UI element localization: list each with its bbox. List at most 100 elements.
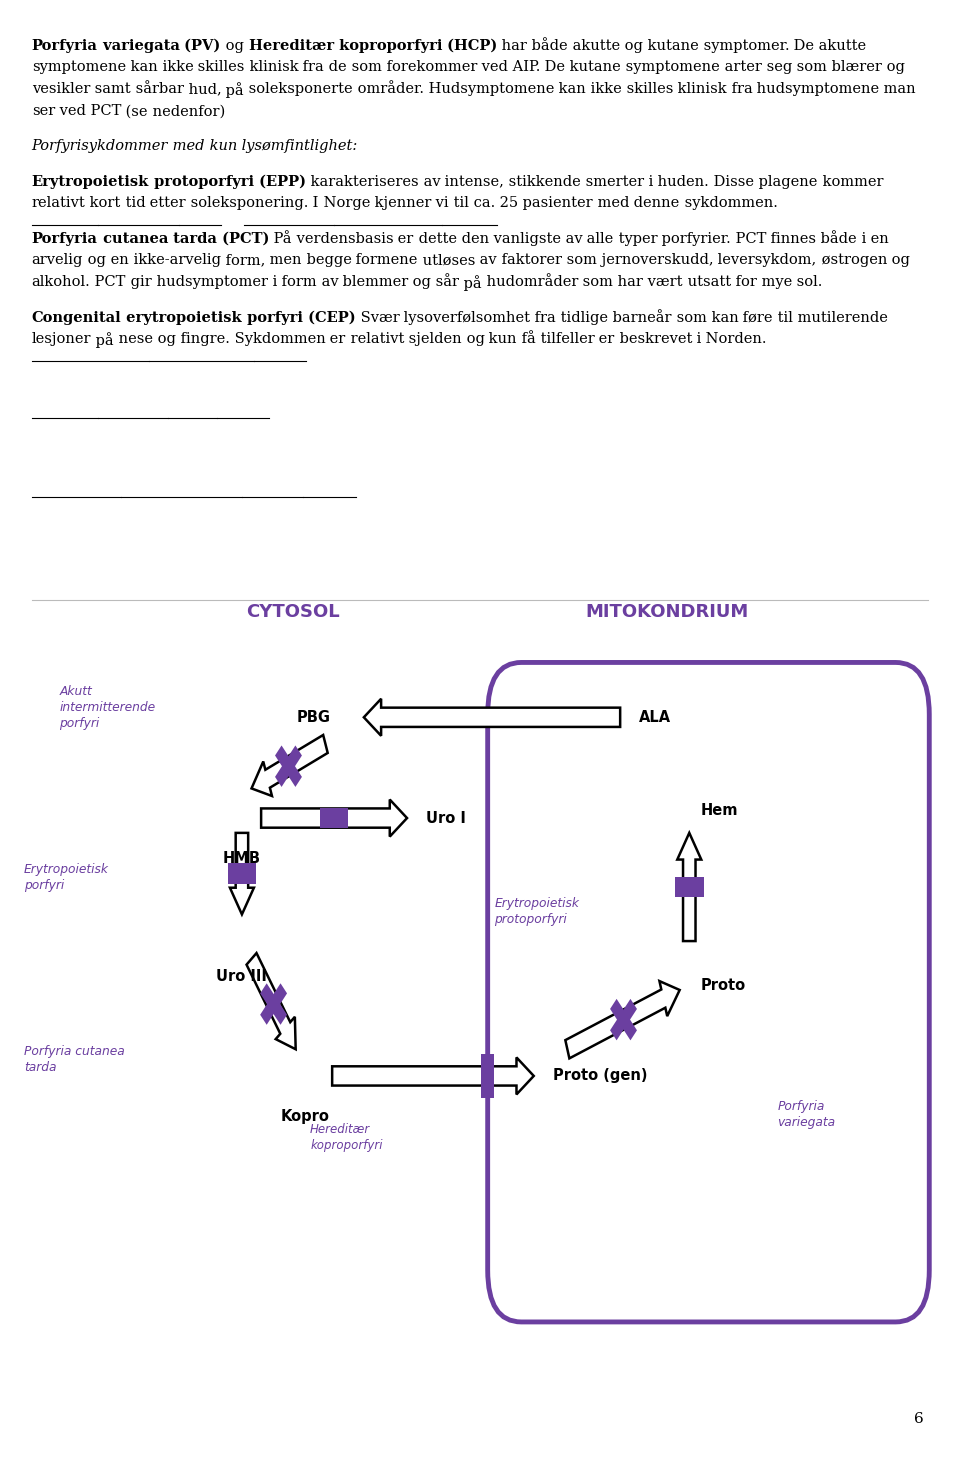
Text: ser: ser <box>32 104 55 119</box>
Polygon shape <box>247 953 296 1049</box>
Text: den: den <box>457 231 489 246</box>
Text: De: De <box>540 61 565 74</box>
Text: Congenital: Congenital <box>32 311 121 325</box>
Text: kan: kan <box>126 61 157 74</box>
Text: variegata: variegata <box>98 39 180 52</box>
Text: Uro I: Uro I <box>426 811 467 825</box>
Text: Hudsymptomene: Hudsymptomene <box>423 83 554 96</box>
Text: formene: formene <box>351 253 418 267</box>
Text: og: og <box>462 332 485 347</box>
Text: PCT: PCT <box>731 231 766 246</box>
Text: kjenner: kjenner <box>370 197 431 210</box>
Text: intense,: intense, <box>441 175 504 188</box>
Text: en: en <box>106 253 129 267</box>
Text: Hem: Hem <box>701 803 738 818</box>
FancyBboxPatch shape <box>275 745 302 787</box>
Text: Porfyria
variegata: Porfyria variegata <box>778 1100 836 1129</box>
Text: Uro III: Uro III <box>217 969 267 984</box>
Text: relativt: relativt <box>346 332 404 347</box>
Text: har: har <box>613 276 643 289</box>
Text: protoporfyri: protoporfyri <box>149 175 254 188</box>
FancyBboxPatch shape <box>260 983 287 1026</box>
Text: ca.: ca. <box>468 197 495 210</box>
Text: er: er <box>594 332 614 347</box>
Text: i: i <box>644 175 654 188</box>
Text: tarda: tarda <box>168 231 217 246</box>
Text: hudsymptomene: hudsymptomene <box>753 83 879 96</box>
Polygon shape <box>678 833 701 941</box>
Text: form,: form, <box>221 253 265 267</box>
Text: 25: 25 <box>495 197 518 210</box>
Text: pasienter: pasienter <box>518 197 593 210</box>
FancyBboxPatch shape <box>488 662 929 1322</box>
Text: MITOKONDRIUM: MITOKONDRIUM <box>586 603 749 621</box>
Text: ALA: ALA <box>639 710 671 725</box>
Text: karakteriseres: karakteriseres <box>306 175 419 188</box>
Text: både: både <box>527 39 568 52</box>
Text: forekommer: forekommer <box>381 61 477 74</box>
Text: koproporfyri: koproporfyri <box>334 39 443 52</box>
Text: sol.: sol. <box>792 276 822 289</box>
FancyBboxPatch shape <box>610 999 637 1040</box>
Text: denne: denne <box>630 197 680 210</box>
Text: vi: vi <box>431 197 449 210</box>
Text: både: både <box>816 231 857 246</box>
Text: og: og <box>153 332 176 347</box>
Text: HMB: HMB <box>223 851 261 865</box>
Text: ikke: ikke <box>586 83 621 96</box>
Text: Akutt
intermitterende
porfyri: Akutt intermitterende porfyri <box>60 685 156 729</box>
Text: føre: føre <box>738 311 773 325</box>
Text: symptomene: symptomene <box>32 61 126 74</box>
Text: til: til <box>773 311 793 325</box>
Text: alkohol.: alkohol. <box>32 276 90 289</box>
Text: lesjoner: lesjoner <box>32 332 91 347</box>
Text: barneår: barneår <box>609 311 672 325</box>
Text: soleksponerte: soleksponerte <box>244 83 352 96</box>
Text: Erytropoietisk
protoporfyri: Erytropoietisk protoporfyri <box>494 897 580 926</box>
Text: seg: seg <box>761 61 792 74</box>
Text: tilfeller: tilfeller <box>536 332 594 347</box>
Text: (EPP): (EPP) <box>254 175 306 188</box>
Text: Erytropoietisk
porfyri: Erytropoietisk porfyri <box>24 863 109 892</box>
Text: begge: begge <box>301 253 351 267</box>
Text: Hereditær: Hereditær <box>244 39 334 52</box>
Text: som: som <box>578 276 613 289</box>
Text: kort: kort <box>85 197 121 210</box>
Text: smerter: smerter <box>581 175 644 188</box>
Text: akutte: akutte <box>568 39 620 52</box>
Text: etter: etter <box>145 197 186 210</box>
Text: Svær: Svær <box>355 311 399 325</box>
Text: som: som <box>672 311 707 325</box>
Text: porfyri: porfyri <box>242 311 303 325</box>
Text: sykdommen.: sykdommen. <box>680 197 778 210</box>
Text: hudområder: hudområder <box>482 276 578 289</box>
Text: av: av <box>475 253 497 267</box>
Text: AIP.: AIP. <box>508 61 540 74</box>
Text: leversykdom,: leversykdom, <box>713 253 817 267</box>
Text: kun: kun <box>485 332 516 347</box>
Text: CYTOSOL: CYTOSOL <box>246 603 340 621</box>
Text: (PCT): (PCT) <box>217 231 269 246</box>
Text: er: er <box>325 332 346 347</box>
Text: kan: kan <box>554 83 586 96</box>
Text: I: I <box>308 197 319 210</box>
Text: (se: (se <box>121 104 148 119</box>
FancyBboxPatch shape <box>260 983 287 1026</box>
Text: Porfyria: Porfyria <box>32 231 98 246</box>
Polygon shape <box>252 735 327 796</box>
Text: På: På <box>269 231 292 246</box>
Text: sår: sår <box>431 276 459 289</box>
Text: skilles: skilles <box>193 61 245 74</box>
FancyBboxPatch shape <box>275 745 302 787</box>
Text: Kopro: Kopro <box>281 1109 329 1123</box>
Text: for: for <box>731 276 756 289</box>
Text: men: men <box>265 253 301 267</box>
Text: klinisk: klinisk <box>673 83 727 96</box>
Text: områder.: områder. <box>352 83 423 96</box>
Text: Disse: Disse <box>709 175 755 188</box>
Text: klinisk: klinisk <box>245 61 299 74</box>
Text: skilles: skilles <box>621 83 673 96</box>
Text: Norden.: Norden. <box>702 332 767 347</box>
Text: med: med <box>593 197 630 210</box>
Text: symptomene: symptomene <box>621 61 720 74</box>
